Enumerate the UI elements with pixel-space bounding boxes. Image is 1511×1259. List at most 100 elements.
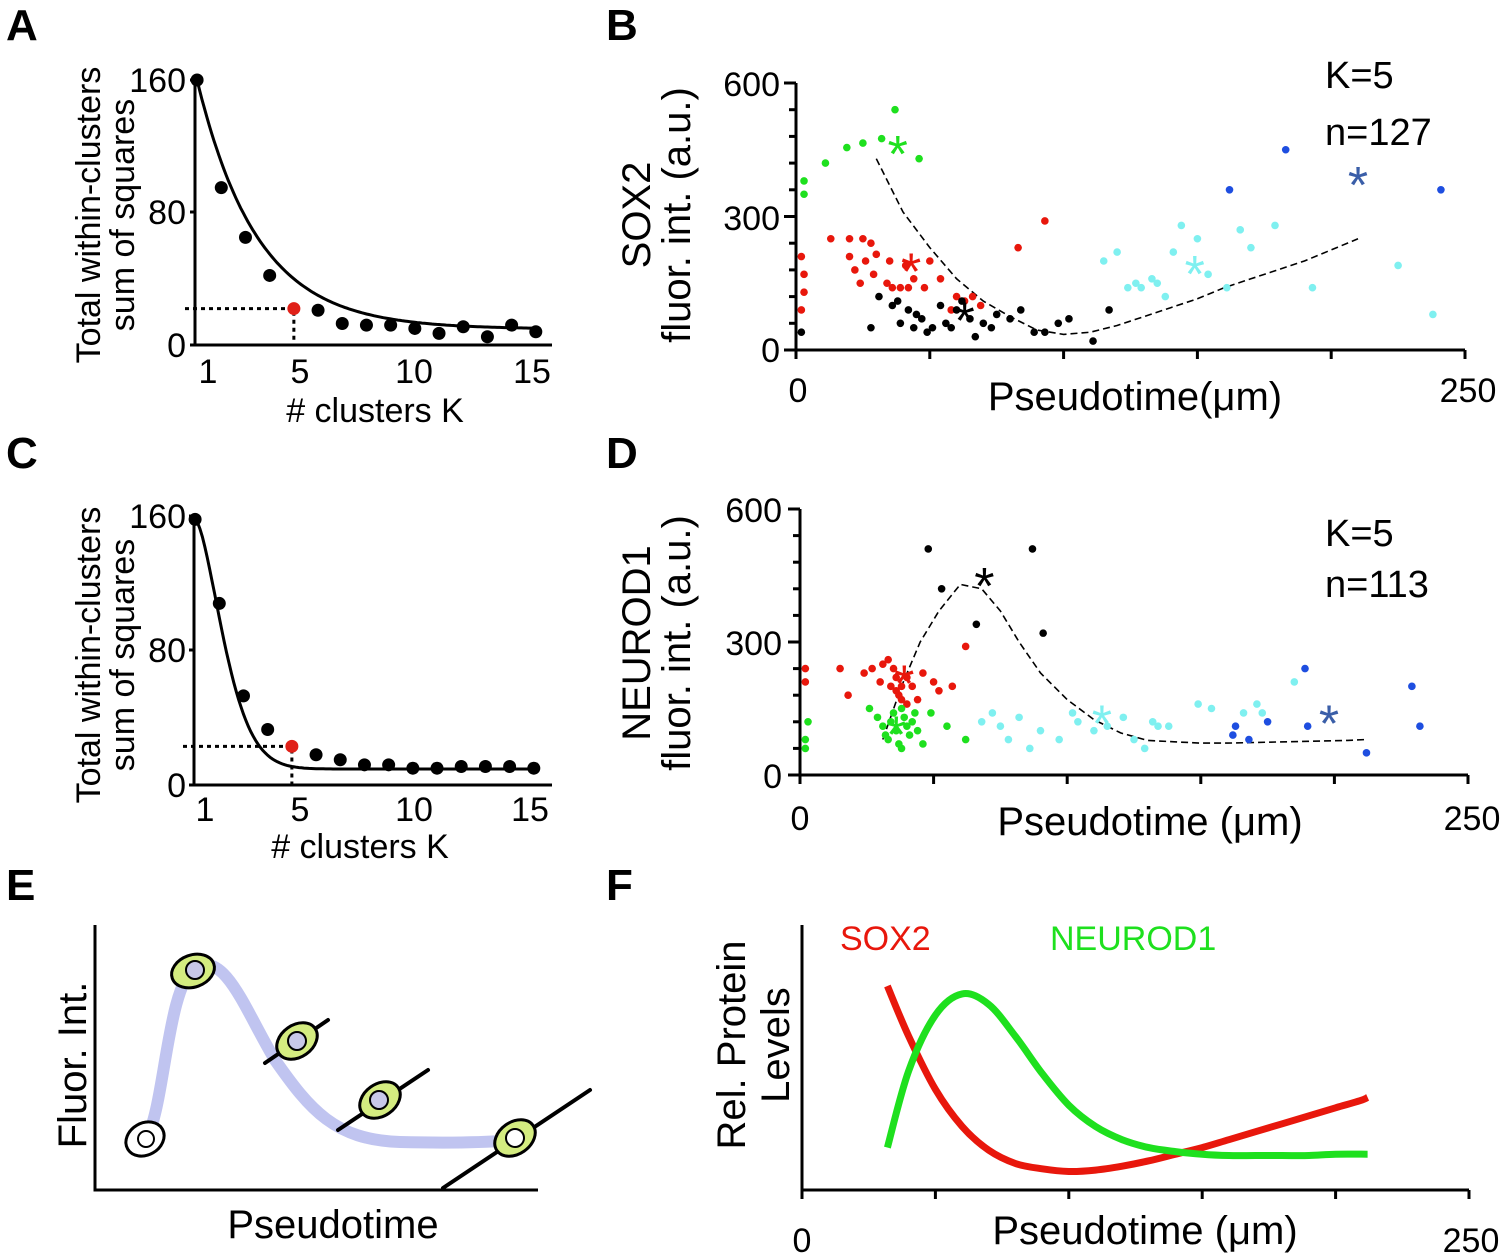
panel-d-point-red [929,678,938,686]
panel-d-point-blue [1263,718,1272,726]
panel-a-ylabel-line1: Total within-clusters [70,67,108,364]
panel-d-point-red [892,673,900,682]
panel-d-point-black [1039,629,1047,637]
panel-b-ytick-600: 600 [723,66,780,104]
panel-a-point-k1 [190,73,204,87]
panel-c-point-k6 [309,748,323,762]
panel-b-point-red [976,301,985,310]
panel-b-point-black [947,323,956,332]
panel-c-point-k1 [188,512,202,526]
panel-f-legend-sox2: SOX2 [840,920,931,958]
panel-b-point-black [942,319,950,328]
panel-d-point-cyan [977,718,986,726]
panel-d-point-red [897,695,906,704]
panel-a-ytick-80: 80 [148,194,186,232]
panel-b-point-cyan [1113,248,1121,256]
panel-f-label: F [606,861,633,910]
panel-b-point-red [845,234,854,243]
panel-b-k-annotation: K=5 [1325,55,1394,97]
panel-e-cell-2 [170,952,216,990]
panel-a-point-k7 [335,316,349,330]
panel-c-point-k4 [261,723,275,737]
panel-c-point-k11 [430,761,444,775]
panel-b-point-black [952,306,961,314]
panel-e-xlabel: Pseudotime [227,1203,438,1247]
panel-f-line-neurod1 [884,990,1368,1160]
panel-c-xtick-10: 10 [395,791,433,829]
panel-e-cell-1 [124,1120,166,1158]
panel-d-point-cyan [1103,722,1112,731]
panel-b-point-cyan [1153,279,1162,288]
panel-d-point-red [897,682,906,691]
panel-d-xlabel: Pseudotime (μm) [997,800,1302,844]
panel-d-k-annotation: K=5 [1325,513,1394,555]
panel-d-xtick-0: 0 [791,800,810,838]
panel-b-ytick-300: 300 [723,200,780,238]
panel-a-ylabel-line2: sum of squares [104,99,142,331]
panel-b-point-green [843,143,851,152]
panel-b-point-black [979,319,988,328]
panel-a-point-k11 [432,326,446,340]
panel-b-point-red [883,279,891,288]
panel-d-point-cyan [1239,709,1248,717]
panel-d-point-red [801,664,810,673]
panel-c-elbow-guide [183,744,294,785]
panel-b-point-green [821,159,830,167]
panel-b-centroid-black: * [954,293,974,351]
panel-d-point-blue [1229,731,1237,739]
panel-b-point-cyan [1429,310,1437,319]
panel-c-label: C [6,429,38,478]
panel-b-point-cyan [1169,248,1178,256]
panel-d-point-cyan [988,709,997,717]
panel-b-point-red [867,239,875,247]
panel-d-ylabel-line1: NEUROD1 [615,545,659,741]
panel-d-label: D [606,429,638,478]
panel-d-point-green [879,722,887,731]
panel-d-point-cyan [1164,722,1173,731]
panel-d-point-red [903,700,911,708]
panel-d-point-red [908,682,917,691]
panel-d-point-cyan [1090,726,1098,735]
panel-e-ylabel: Fluor. Int. [51,982,95,1149]
panel-c-ylabel-line2: sum of squares [104,539,142,771]
panel-e-cell-3 [263,1018,330,1065]
panel-d-axes [788,507,1470,784]
panel-d-point-cyan [1015,713,1023,722]
panel-f-axes [800,925,1471,1199]
panel-d-point-blue [1362,749,1371,757]
panel-b-point-red [797,306,806,314]
panel-c-xlabel: # clusters K [271,828,449,866]
panel-d-point-green [887,718,895,726]
panel-b-point-black [1041,328,1049,337]
panel-d-ytick-0: 0 [763,758,782,796]
panel-a-xtick-15: 15 [513,353,551,391]
panel-d-point-red [961,642,970,651]
panel-d-point-green [897,704,906,713]
panel-a-point-k5 [287,302,301,316]
panel-a: A Total within-clusters sum of squares 1… [6,1,552,430]
panel-d-point-red [801,678,810,686]
panel-b-point-red [904,283,913,292]
panel-b-point-red [901,261,910,270]
panel-c-ytick-0: 0 [167,767,186,805]
panel-b-centroid-cyan: * [1185,246,1205,304]
panel-b-trend-line [875,158,1359,336]
panel-c-ylabel-line1: Total within-clusters [70,507,108,804]
panel-b-point-cyan [1137,283,1146,292]
panel-b-centroid-blue: * [1348,157,1368,215]
panel-d-centroid-black: * [974,558,994,616]
panel-d-point-red [948,682,957,691]
panel-b-point-green [800,177,808,185]
panel-b-point-black [896,319,905,328]
panel-b-point-cyan [1148,275,1156,283]
panel-d-point-blue [1231,722,1240,731]
panel-b: B SOX2 fluor. int. (a.u.) 600 300 0 0 25… [606,1,1496,419]
panel-d-point-cyan [1154,722,1162,731]
panel-b-label: B [606,1,638,50]
panel-d-point-cyan [1025,744,1034,753]
panel-b-point-black [888,301,897,310]
panel-b-ylabel-line1: SOX2 [615,162,659,269]
panel-d-point-cyan [1290,678,1299,686]
panel-b-xtick-250: 250 [1440,372,1497,410]
panel-d-point-green [892,726,900,735]
